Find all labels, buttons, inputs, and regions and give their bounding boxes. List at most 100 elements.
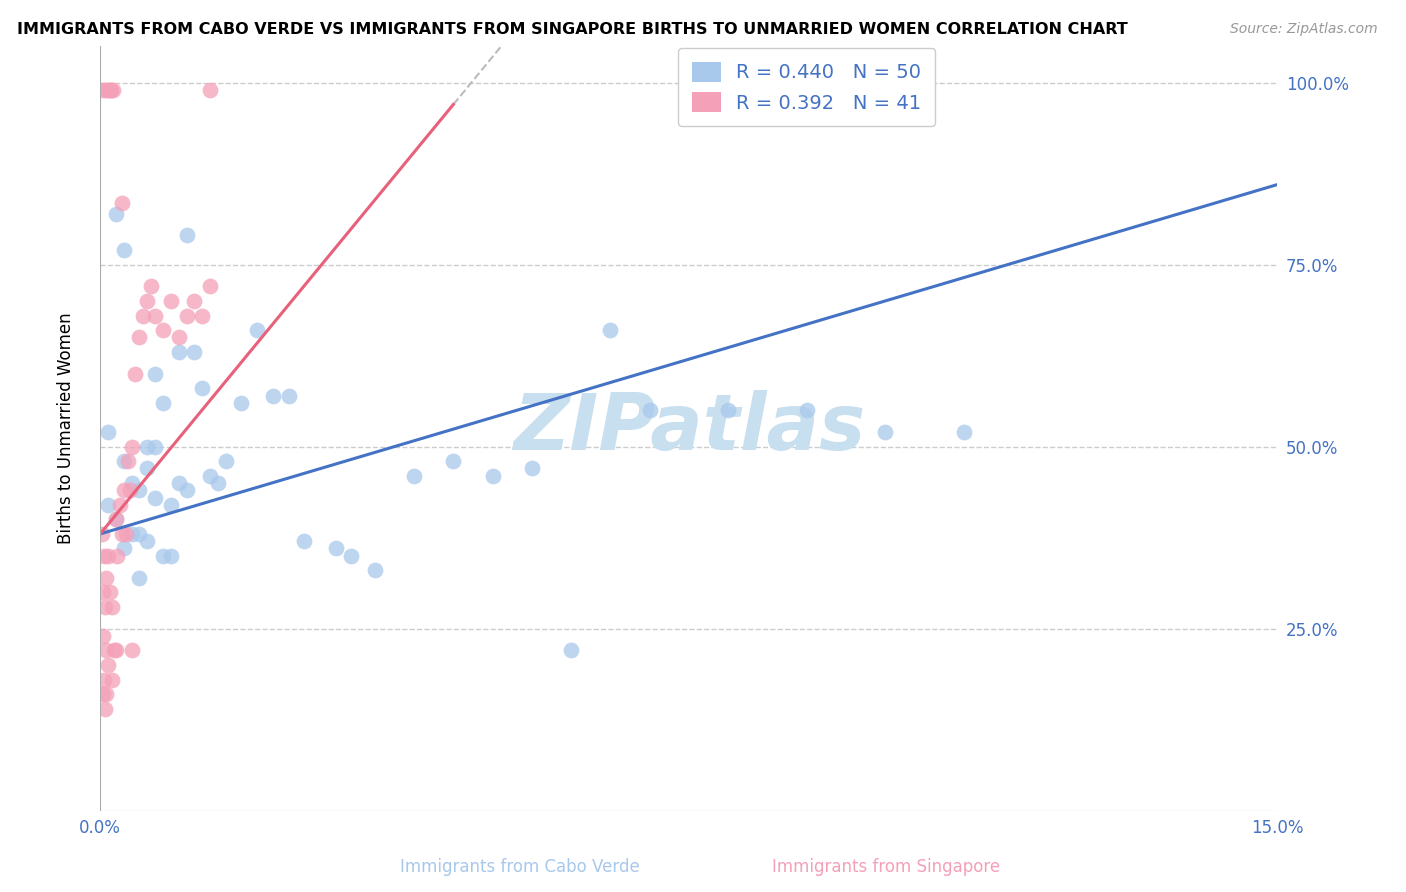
Point xyxy=(183,293,205,308)
Point xyxy=(94,571,117,585)
Text: Source: ZipAtlas.com: Source: ZipAtlas.com xyxy=(1230,22,1378,37)
Point xyxy=(231,396,253,410)
Point xyxy=(340,549,363,563)
Point xyxy=(118,483,141,498)
Point xyxy=(101,673,124,687)
Point xyxy=(112,454,135,468)
Point xyxy=(325,541,347,556)
Point xyxy=(159,498,181,512)
Point xyxy=(520,461,543,475)
Point xyxy=(481,468,503,483)
Point xyxy=(101,83,124,97)
Point xyxy=(141,279,163,293)
Point xyxy=(176,309,198,323)
Point xyxy=(96,687,118,701)
Point xyxy=(91,687,114,701)
Text: Immigrants from Singapore: Immigrants from Singapore xyxy=(772,858,1000,876)
Point xyxy=(121,643,143,657)
Point xyxy=(191,381,214,395)
Point xyxy=(90,527,112,541)
Point xyxy=(111,527,134,541)
Point xyxy=(96,83,118,97)
Point xyxy=(198,83,221,97)
Point xyxy=(717,403,740,417)
Point xyxy=(262,389,284,403)
Point xyxy=(215,454,238,468)
Legend: R = 0.440   N = 50, R = 0.392   N = 41: R = 0.440 N = 50, R = 0.392 N = 41 xyxy=(678,48,935,127)
Point xyxy=(128,330,150,344)
Point xyxy=(112,483,135,498)
Point xyxy=(176,483,198,498)
Point xyxy=(136,461,159,475)
Point xyxy=(277,389,299,403)
Point xyxy=(112,541,135,556)
Point xyxy=(873,425,896,439)
Point xyxy=(128,483,150,498)
Point xyxy=(98,83,121,97)
Point xyxy=(952,425,974,439)
Point xyxy=(121,475,143,490)
Point xyxy=(198,279,221,293)
Point xyxy=(112,243,135,257)
Point xyxy=(104,207,127,221)
Point xyxy=(100,83,122,97)
Point xyxy=(136,440,159,454)
Text: IMMIGRANTS FROM CABO VERDE VS IMMIGRANTS FROM SINGAPORE BIRTHS TO UNMARRIED WOME: IMMIGRANTS FROM CABO VERDE VS IMMIGRANTS… xyxy=(17,22,1128,37)
Point xyxy=(152,396,174,410)
Point xyxy=(91,585,114,599)
Point xyxy=(121,527,143,541)
Point xyxy=(167,475,190,490)
Point xyxy=(94,701,117,715)
Point xyxy=(404,468,426,483)
Point xyxy=(143,440,166,454)
Point xyxy=(246,323,269,337)
Point xyxy=(104,512,127,526)
Point xyxy=(91,629,114,643)
Point xyxy=(364,563,387,577)
Point xyxy=(167,330,190,344)
Point xyxy=(108,498,131,512)
Point xyxy=(98,585,121,599)
Point xyxy=(132,309,155,323)
Point xyxy=(111,195,134,210)
Point xyxy=(152,549,174,563)
Point xyxy=(104,512,127,526)
Point xyxy=(93,673,115,687)
Point xyxy=(103,643,125,657)
Point xyxy=(796,403,818,417)
Point xyxy=(292,534,315,549)
Point xyxy=(143,367,166,381)
Point xyxy=(91,83,114,97)
Point xyxy=(159,549,181,563)
Point xyxy=(638,403,661,417)
Text: ZIPatlas: ZIPatlas xyxy=(513,391,865,467)
Y-axis label: Births to Unmarried Women: Births to Unmarried Women xyxy=(58,312,75,544)
Point xyxy=(97,83,120,97)
Point xyxy=(560,643,582,657)
Point xyxy=(97,425,120,439)
Point xyxy=(176,228,198,243)
Point xyxy=(96,643,118,657)
Point xyxy=(121,440,143,454)
Text: Immigrants from Cabo Verde: Immigrants from Cabo Verde xyxy=(401,858,640,876)
Point xyxy=(143,491,166,505)
Point xyxy=(124,367,146,381)
Point xyxy=(136,534,159,549)
Point xyxy=(159,293,181,308)
Point xyxy=(97,549,120,563)
Point xyxy=(115,527,138,541)
Point xyxy=(97,657,120,672)
Point xyxy=(207,475,229,490)
Point xyxy=(167,345,190,359)
Point xyxy=(94,599,117,614)
Point xyxy=(128,527,150,541)
Point xyxy=(97,498,120,512)
Point xyxy=(136,293,159,308)
Point xyxy=(107,549,129,563)
Point xyxy=(128,571,150,585)
Point xyxy=(599,323,621,337)
Point xyxy=(93,549,115,563)
Point xyxy=(101,599,124,614)
Point xyxy=(117,454,139,468)
Point xyxy=(143,309,166,323)
